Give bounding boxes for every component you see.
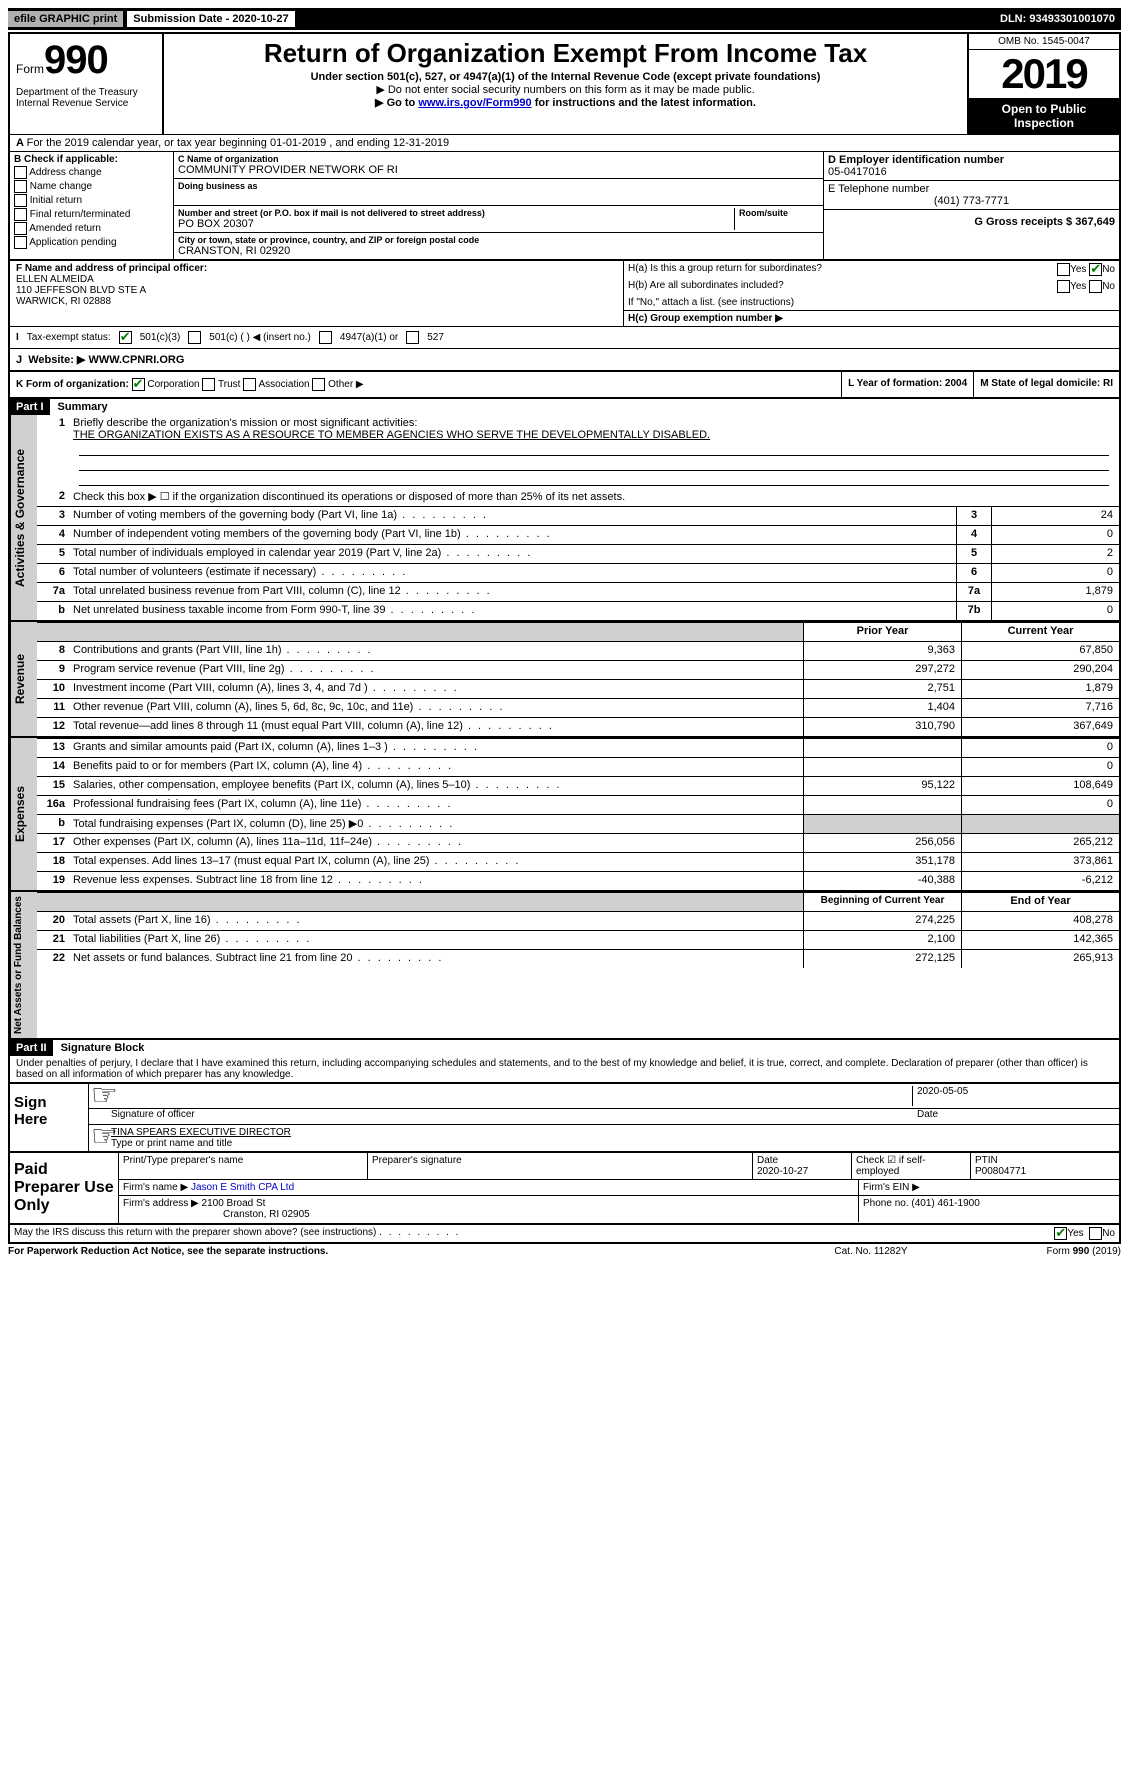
summary-line: 14Benefits paid to or for members (Part … <box>37 757 1119 776</box>
form-container: Form990 Department of the Treasury Inter… <box>8 32 1121 1244</box>
org-city: CRANSTON, RI 02920 <box>178 245 819 257</box>
summary-line: 8Contributions and grants (Part VIII, li… <box>37 641 1119 660</box>
summary-line: 22Net assets or fund balances. Subtract … <box>37 949 1119 968</box>
firm-link[interactable]: Jason E Smith CPA Ltd <box>191 1182 294 1193</box>
header-bar: efile GRAPHIC print Submission Date - 20… <box>8 8 1121 30</box>
summary-line: 18Total expenses. Add lines 13–17 (must … <box>37 852 1119 871</box>
summary-line: 19Revenue less expenses. Subtract line 1… <box>37 871 1119 890</box>
page-footer: For Paperwork Reduction Act Notice, see … <box>8 1244 1121 1259</box>
side-revenue: Revenue <box>10 622 37 736</box>
summary-line: 16aProfessional fundraising fees (Part I… <box>37 795 1119 814</box>
summary-line: 7aTotal unrelated business revenue from … <box>37 582 1119 601</box>
form-title: Return of Organization Exempt From Incom… <box>172 38 959 69</box>
paid-preparer-section: Paid Preparer Use Only Print/Type prepar… <box>10 1151 1119 1223</box>
line-a: A For the 2019 calendar year, or tax yea… <box>10 134 1119 151</box>
subtitle: Under section 501(c), 527, or 4947(a)(1)… <box>172 71 959 83</box>
part2-header: Part II <box>10 1040 53 1056</box>
efile-label[interactable]: efile GRAPHIC print <box>8 11 123 27</box>
summary-line: 4Number of independent voting members of… <box>37 525 1119 544</box>
summary-line: 15Salaries, other compensation, employee… <box>37 776 1119 795</box>
part1-title: Summary <box>50 401 108 413</box>
dept-label: Department of the Treasury Internal Reve… <box>16 87 156 109</box>
org-address: PO BOX 20307 <box>178 218 734 230</box>
summary-line: 3Number of voting members of the governi… <box>37 506 1119 525</box>
box-h: H(a) Is this a group return for subordin… <box>623 261 1119 326</box>
summary-line: 5Total number of individuals employed in… <box>37 544 1119 563</box>
submission-date: Submission Date - 2020-10-27 <box>127 11 294 27</box>
summary-line: 12Total revenue—add lines 8 through 11 (… <box>37 717 1119 736</box>
summary-line: 21Total liabilities (Part X, line 26)2,1… <box>37 930 1119 949</box>
box-c: C Name of organization COMMUNITY PROVIDE… <box>174 152 824 259</box>
declaration: Under penalties of perjury, I declare th… <box>10 1056 1119 1082</box>
open-inspection: Open to Public Inspection <box>969 98 1119 134</box>
website-row: J Website: ▶ WWW.CPNRI.ORG <box>10 348 1119 370</box>
discuss-row: May the IRS discuss this return with the… <box>10 1223 1119 1242</box>
part2-title: Signature Block <box>53 1042 145 1054</box>
tax-status: I Tax-exempt status: 501(c)(3) 501(c) ( … <box>10 326 1119 348</box>
org-name: COMMUNITY PROVIDER NETWORK OF RI <box>178 164 819 176</box>
mission-text: THE ORGANIZATION EXISTS AS A RESOURCE TO… <box>73 429 710 441</box>
part1-header: Part I <box>10 399 50 415</box>
form-number: Form990 <box>16 38 156 83</box>
summary-line: bNet unrelated business taxable income f… <box>37 601 1119 620</box>
side-net: Net Assets or Fund Balances <box>10 892 37 1038</box>
summary-line: 17Other expenses (Part IX, column (A), l… <box>37 833 1119 852</box>
phone: (401) 773-7771 <box>828 195 1115 207</box>
summary-line: 9Program service revenue (Part VIII, lin… <box>37 660 1119 679</box>
side-governance: Activities & Governance <box>10 415 37 620</box>
summary-line: 11Other revenue (Part VIII, column (A), … <box>37 698 1119 717</box>
summary-line: 20Total assets (Part X, line 16)274,2254… <box>37 911 1119 930</box>
officer-name: TINA SPEARS EXECUTIVE DIRECTOR <box>111 1127 291 1138</box>
note-ssn: ▶ Do not enter social security numbers o… <box>172 83 959 96</box>
side-expenses: Expenses <box>10 738 37 890</box>
ein: 05-0417016 <box>828 166 887 178</box>
summary-line: bTotal fundraising expenses (Part IX, co… <box>37 814 1119 833</box>
dln-label: DLN: 93493301001070 <box>1000 13 1121 25</box>
tax-year: 2019 <box>969 50 1119 98</box>
note-goto: ▶ Go to www.irs.gov/Form990 for instruct… <box>172 96 959 109</box>
box-b: B Check if applicable: Address change Na… <box>10 152 174 259</box>
website-url: WWW.CPNRI.ORG <box>88 354 184 366</box>
box-f: F Name and address of principal officer:… <box>10 261 623 326</box>
sign-here-section: Sign Here ☞ 2020-05-05 Signature of offi… <box>10 1082 1119 1151</box>
summary-line: 10Investment income (Part VIII, column (… <box>37 679 1119 698</box>
summary-line: 13Grants and similar amounts paid (Part … <box>37 738 1119 757</box>
k-row: K Form of organization: Corporation Trus… <box>10 370 1119 397</box>
gross-receipts: G Gross receipts $ 367,649 <box>974 216 1115 228</box>
omb-number: OMB No. 1545-0047 <box>969 34 1119 50</box>
summary-line: 6Total number of volunteers (estimate if… <box>37 563 1119 582</box>
irs-link[interactable]: www.irs.gov/Form990 <box>418 97 531 109</box>
